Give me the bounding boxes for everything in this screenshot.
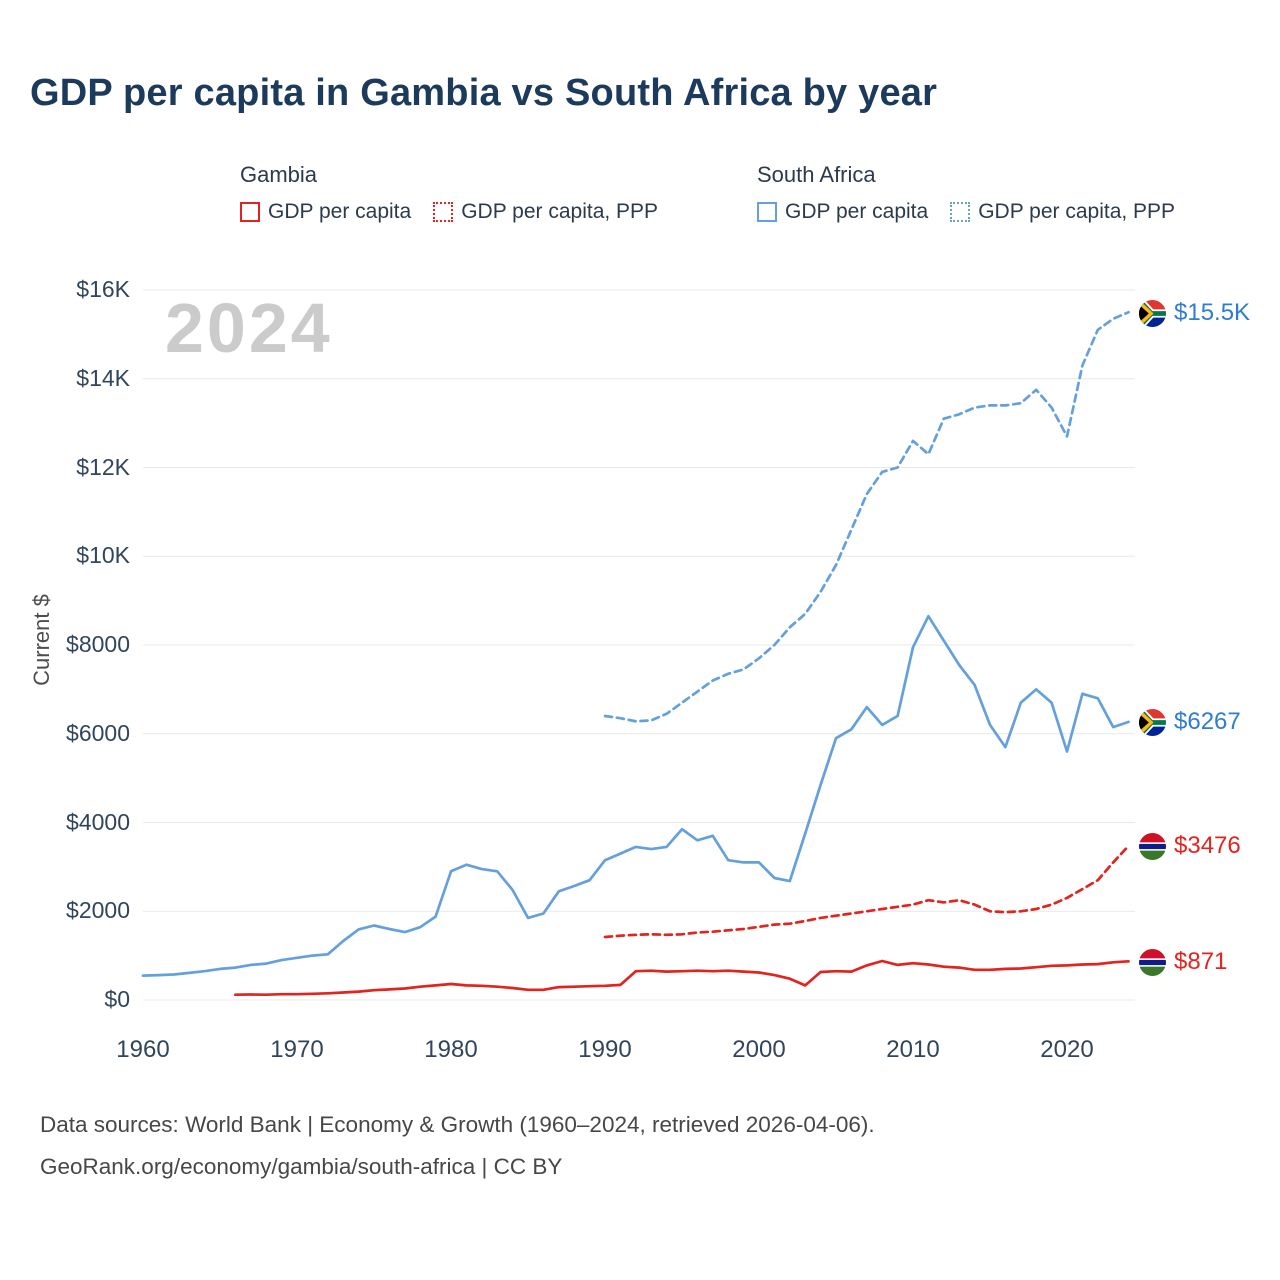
legend-item-south-africa-gdp-ppp[interactable]: GDP per capita, PPP xyxy=(950,200,1175,224)
y-tick-label: $14K xyxy=(76,364,130,391)
legend-group-title: Gambia xyxy=(240,162,318,187)
legend-swatch-dotted-red-icon xyxy=(433,202,454,222)
y-tick-label: $6000 xyxy=(66,719,130,746)
end-value-label: $6267 xyxy=(1174,708,1241,735)
legend-item-label: GDP per capita, PPP xyxy=(978,200,1176,223)
y-tick-label: $16K xyxy=(76,276,130,302)
end-value-label: $871 xyxy=(1174,948,1228,975)
legend-item-label: GDP per capita xyxy=(268,200,412,223)
legend-item-gambia-gdp-ppp[interactable]: GDP per capita, PPP xyxy=(433,200,658,224)
end-value-label: $3476 xyxy=(1174,832,1241,859)
end-label-gambia-ppp: $3476 xyxy=(1139,832,1241,860)
x-tick-label: 2020 xyxy=(1040,1036,1094,1063)
south-africa-flag-icon xyxy=(1139,299,1166,327)
gambia-flag-icon xyxy=(1139,832,1166,860)
series-line-gm-ppp xyxy=(603,844,1130,939)
y-tick-label: $12K xyxy=(76,453,130,480)
x-tick-label: 1990 xyxy=(578,1036,632,1063)
legend-item-label: GDP per capita xyxy=(785,200,929,223)
y-tick-label: $0 xyxy=(104,986,130,1012)
x-tick-label: 2010 xyxy=(886,1036,940,1063)
legend-swatch-dotted-blue-icon xyxy=(950,202,971,222)
y-tick-label: $4000 xyxy=(66,808,130,835)
end-label-gambia-gdp: $871 xyxy=(1139,948,1227,976)
attribution-link[interactable]: GeoRank.org/economy/gambia/south-africa … xyxy=(40,1153,563,1179)
legend-swatch-solid-blue-icon xyxy=(757,202,777,222)
legend-group-title: South Africa xyxy=(757,162,876,187)
legend-group-south-africa: South Africa GDP per capita GDP per capi… xyxy=(757,162,1175,224)
series-line-gm-gdp xyxy=(234,959,1130,997)
series-line-za-ppp xyxy=(603,310,1130,723)
gambia-flag-icon xyxy=(1139,948,1166,976)
legend-item-label: GDP per capita, PPP xyxy=(461,200,659,223)
x-tick-label: 1960 xyxy=(116,1036,170,1063)
watermark-year: 2024 xyxy=(165,289,333,367)
y-axis-title: Current $ xyxy=(29,594,54,686)
x-tick-label: 1970 xyxy=(270,1036,324,1063)
footer: Data sources: World Bank | Economy & Gro… xyxy=(40,1104,875,1187)
chart-title: GDP per capita in Gambia vs South Africa… xyxy=(30,72,938,114)
legend-item-gambia-gdp[interactable]: GDP per capita xyxy=(240,200,411,224)
end-value-label: $15.5K xyxy=(1174,299,1251,326)
y-tick-label: $10K xyxy=(76,542,130,569)
end-label-south-africa-ppp: $15.5K xyxy=(1139,299,1250,327)
data-sources-text: Data sources: World Bank | Economy & Gro… xyxy=(40,1112,875,1137)
x-tick-label: 2000 xyxy=(732,1036,786,1063)
legend-group-gambia: Gambia GDP per capita GDP per capita, PP… xyxy=(240,162,658,224)
x-tick-label: 1980 xyxy=(424,1036,478,1063)
legend-item-south-africa-gdp[interactable]: GDP per capita xyxy=(757,200,928,224)
y-tick-label: $2000 xyxy=(66,897,130,924)
series-line-za-gdp xyxy=(141,614,1130,977)
end-label-south-africa-gdp: $6267 xyxy=(1139,708,1241,736)
south-africa-flag-icon xyxy=(1139,708,1166,736)
legend-swatch-solid-red-icon xyxy=(240,202,260,222)
